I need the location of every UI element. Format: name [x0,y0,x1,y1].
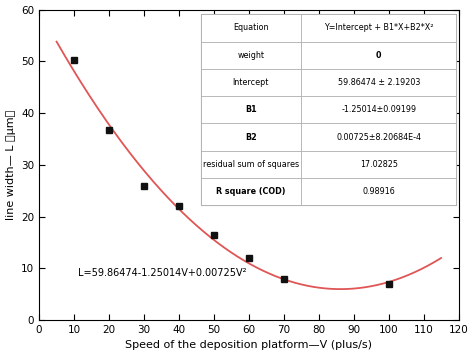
FancyBboxPatch shape [201,124,301,151]
FancyBboxPatch shape [201,96,301,124]
Text: 0.98916: 0.98916 [363,187,395,196]
Text: R square (COD): R square (COD) [216,187,286,196]
FancyBboxPatch shape [301,151,456,178]
Text: L=59.86474-1.25014V+0.00725V²: L=59.86474-1.25014V+0.00725V² [78,268,246,278]
Text: Intercept: Intercept [233,78,269,87]
FancyBboxPatch shape [201,42,301,69]
Y-axis label: line width— L （μm）: line width— L （μm） [6,110,16,220]
FancyBboxPatch shape [201,151,301,178]
FancyBboxPatch shape [301,124,456,151]
Text: 0: 0 [376,51,382,60]
Text: B2: B2 [245,133,257,142]
Text: 17.02825: 17.02825 [360,160,398,169]
FancyBboxPatch shape [201,69,301,96]
FancyBboxPatch shape [301,96,456,124]
Text: Y=Intercept + B1*X+B2*X²: Y=Intercept + B1*X+B2*X² [324,23,434,32]
FancyBboxPatch shape [201,14,301,42]
FancyBboxPatch shape [201,14,456,205]
Text: 0.00725±8.20684E-4: 0.00725±8.20684E-4 [337,133,421,142]
FancyBboxPatch shape [301,14,456,42]
Text: -1.25014±0.09199: -1.25014±0.09199 [341,105,417,114]
X-axis label: Speed of the deposition platform—V (plus/s): Speed of the deposition platform—V (plus… [125,340,373,350]
Text: 59.86474 ± 2.19203: 59.86474 ± 2.19203 [337,78,420,87]
Text: weight: weight [237,51,264,60]
FancyBboxPatch shape [301,69,456,96]
Text: B1: B1 [245,105,257,114]
Text: residual sum of squares: residual sum of squares [203,160,299,169]
FancyBboxPatch shape [301,42,456,69]
FancyBboxPatch shape [301,178,456,205]
Legend: line width —L: line width —L [359,15,453,33]
FancyBboxPatch shape [201,178,301,205]
Text: Equation: Equation [233,23,269,32]
